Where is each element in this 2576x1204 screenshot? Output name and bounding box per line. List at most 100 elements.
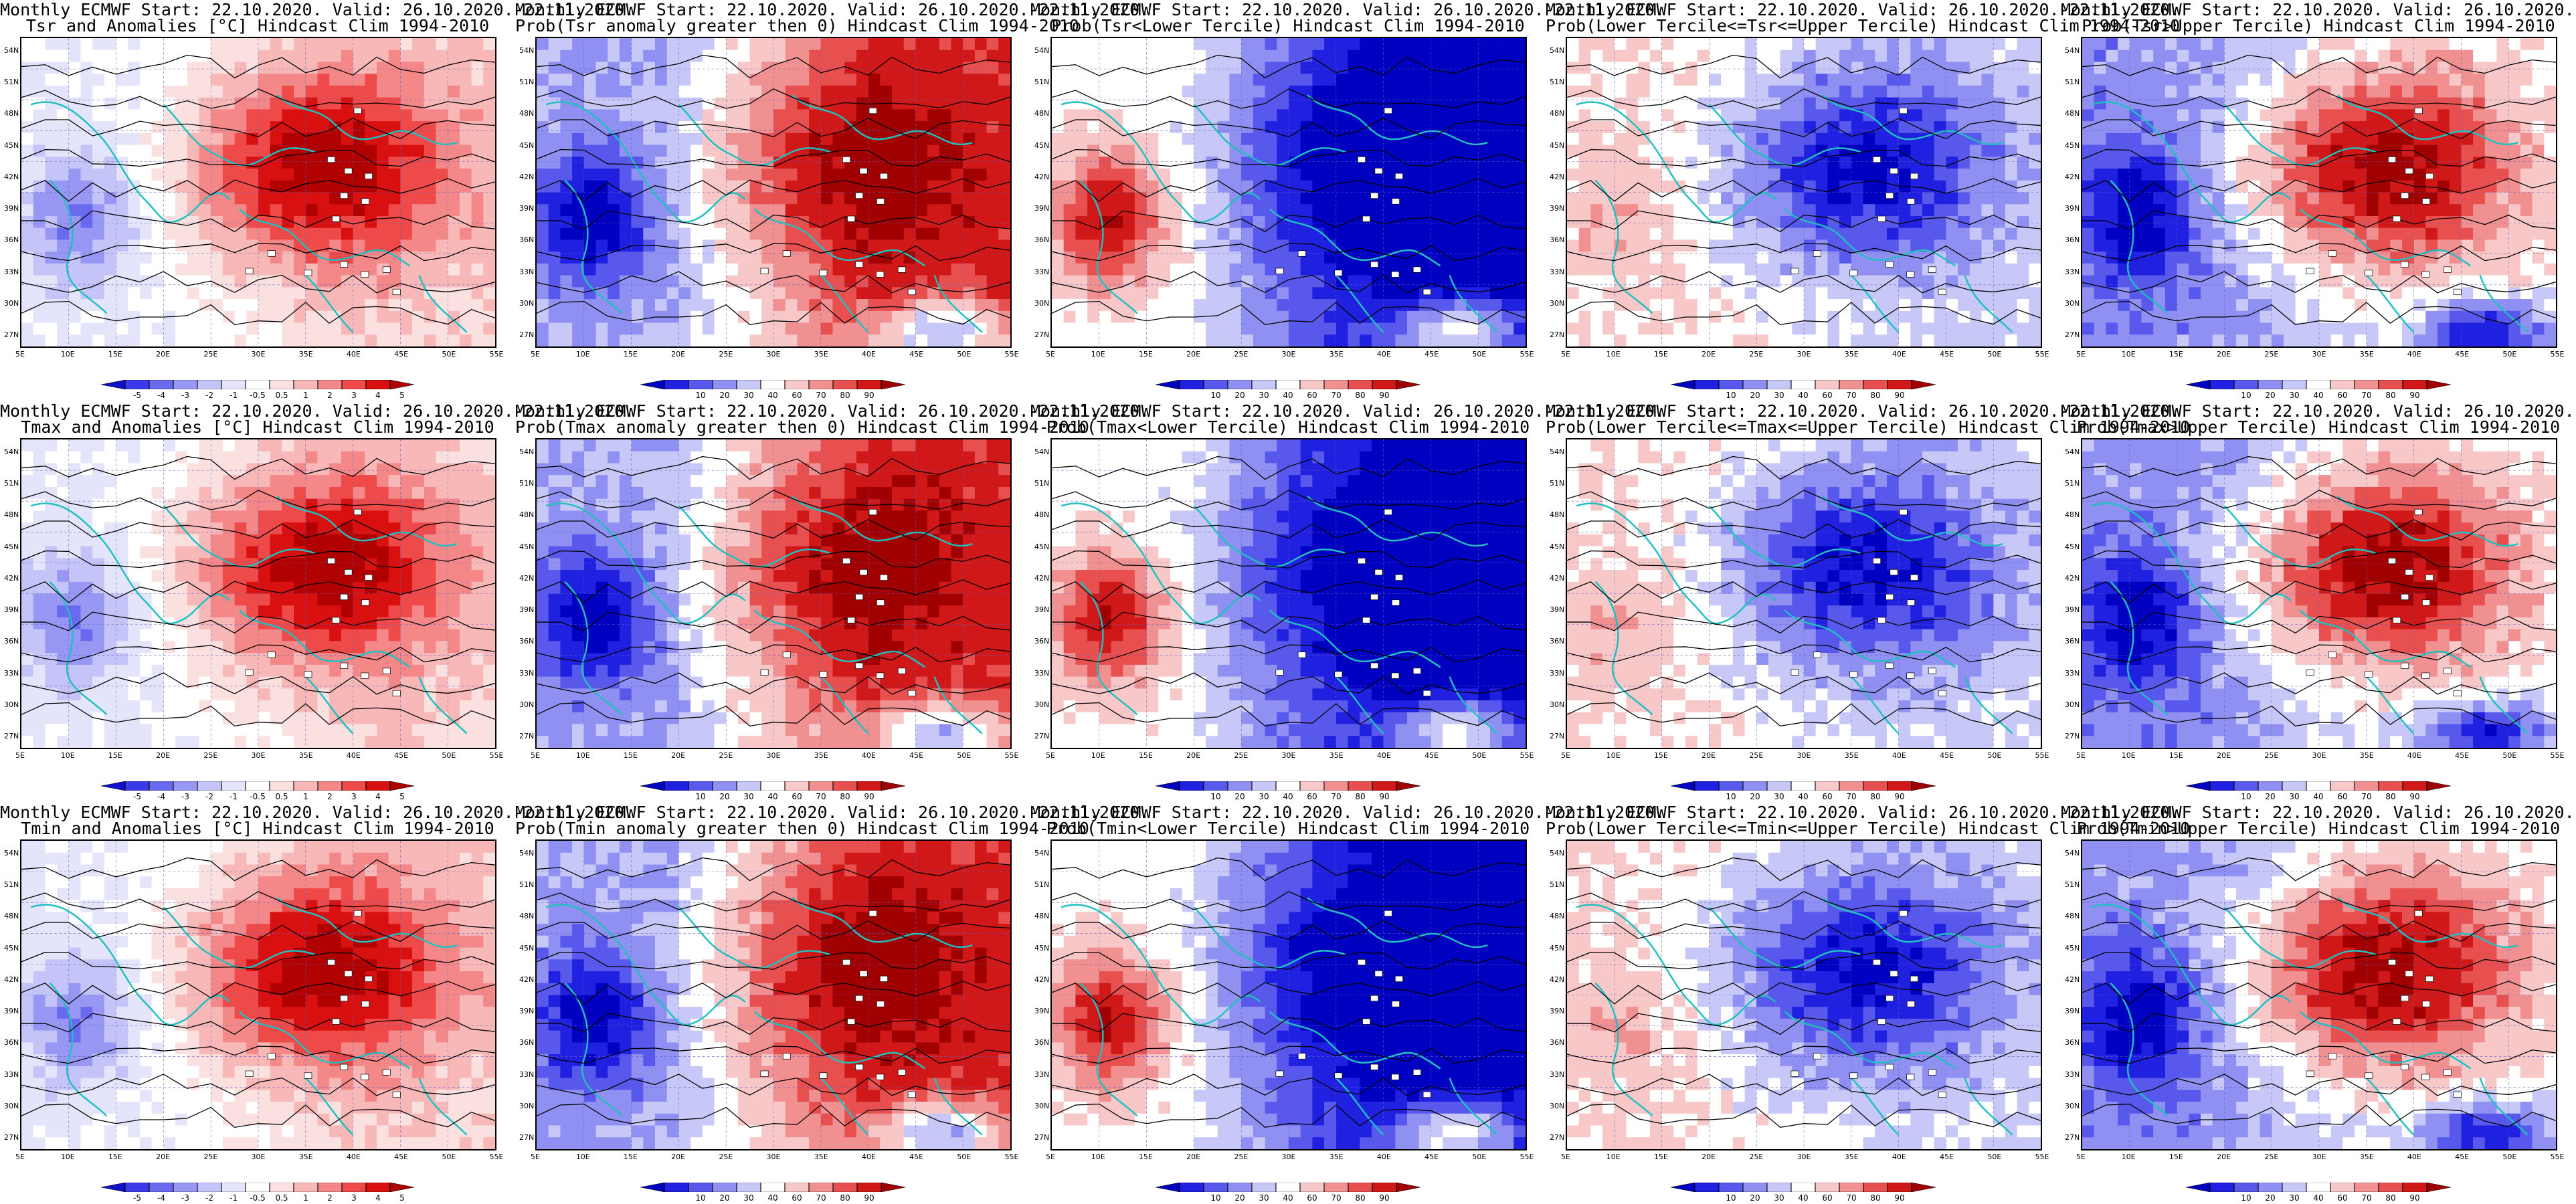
field-cell bbox=[1348, 74, 1360, 86]
field-cell bbox=[666, 180, 679, 193]
field-cell bbox=[2508, 38, 2521, 51]
field-cell bbox=[234, 38, 247, 51]
field-cell bbox=[1898, 239, 1911, 252]
field-cell bbox=[1418, 38, 1431, 51]
field-cell bbox=[666, 334, 679, 346]
colorbar-label: 80 bbox=[1870, 391, 1881, 400]
field-cell bbox=[329, 275, 342, 288]
field-cell bbox=[1265, 169, 1277, 181]
field-cell bbox=[1383, 275, 1396, 288]
field-cell bbox=[2177, 85, 2189, 98]
field-cell bbox=[1099, 121, 1111, 134]
field-cell bbox=[737, 239, 750, 252]
field-cell bbox=[1744, 85, 1757, 98]
field-cell bbox=[246, 121, 259, 134]
colorbar-label: 2 bbox=[327, 391, 333, 400]
field-cell bbox=[1146, 85, 1159, 98]
field-cell bbox=[448, 287, 460, 300]
field-cell bbox=[1697, 239, 1710, 252]
field-cell bbox=[2165, 97, 2177, 110]
contour-line bbox=[1052, 243, 1526, 262]
field-cell bbox=[1407, 227, 1420, 240]
field-cell bbox=[1265, 144, 1277, 157]
field-cell bbox=[951, 334, 963, 346]
station-marker bbox=[1910, 173, 1918, 179]
field-cell bbox=[608, 169, 620, 181]
field-cell bbox=[377, 180, 389, 193]
field-cell bbox=[1673, 322, 1686, 335]
field-cell bbox=[1638, 85, 1651, 98]
field-cell bbox=[1958, 287, 1970, 300]
field-cell bbox=[353, 157, 365, 169]
field-cell bbox=[1993, 299, 2006, 312]
lat-tick-label: 33N bbox=[519, 267, 535, 276]
field-cell bbox=[1158, 334, 1171, 346]
field-cell bbox=[377, 38, 389, 51]
field-cell bbox=[868, 299, 881, 312]
colorbar-swatch bbox=[245, 380, 270, 389]
field-cell bbox=[1170, 192, 1183, 205]
field-cell bbox=[1697, 334, 1710, 346]
field-cell bbox=[1638, 109, 1651, 122]
field-cell bbox=[294, 227, 306, 240]
field-cell bbox=[400, 334, 413, 346]
field-cell bbox=[1383, 85, 1396, 98]
field-cell bbox=[2189, 62, 2201, 74]
field-cell bbox=[163, 287, 176, 300]
field-cell bbox=[714, 132, 727, 145]
field-cell bbox=[2029, 49, 2041, 62]
lon-tick-label: 35E bbox=[814, 350, 828, 359]
field-cell bbox=[2017, 62, 2029, 74]
field-cell bbox=[1087, 132, 1100, 145]
field-cell bbox=[631, 62, 644, 74]
field-cell bbox=[998, 275, 1010, 288]
field-cell bbox=[104, 62, 116, 74]
field-cell bbox=[21, 215, 34, 229]
field-cell bbox=[666, 121, 679, 134]
field-cell bbox=[2005, 85, 2017, 98]
field-cell bbox=[631, 97, 644, 110]
field-cell bbox=[294, 132, 306, 145]
field-cell bbox=[175, 310, 188, 323]
field-cell bbox=[1697, 299, 1710, 312]
field-cell bbox=[548, 252, 561, 264]
field-cell bbox=[998, 109, 1010, 122]
field-cell bbox=[820, 310, 833, 323]
field-cell bbox=[643, 192, 656, 205]
field-cell bbox=[1792, 85, 1805, 98]
field-cell bbox=[1756, 109, 1769, 122]
field-cell bbox=[1910, 299, 1923, 312]
field-cell bbox=[1087, 169, 1100, 181]
field-cell bbox=[832, 310, 845, 323]
field-cell bbox=[1649, 157, 1662, 169]
field-cell bbox=[1478, 252, 1491, 264]
field-cell bbox=[2413, 38, 2426, 51]
field-cell bbox=[436, 74, 448, 86]
field-cell bbox=[448, 310, 460, 323]
field-cell bbox=[2378, 74, 2391, 86]
field-cell bbox=[560, 239, 573, 252]
field-cell bbox=[1898, 169, 1911, 181]
field-cell bbox=[151, 252, 164, 264]
field-cell bbox=[1685, 334, 1698, 346]
field-cell bbox=[1312, 85, 1325, 98]
field-cell bbox=[963, 287, 976, 300]
field-cell bbox=[1454, 310, 1467, 323]
field-cell bbox=[903, 215, 916, 229]
field-cell bbox=[246, 85, 259, 98]
field-cell bbox=[619, 169, 632, 181]
field-cell bbox=[57, 299, 70, 312]
field-cell bbox=[1501, 85, 1514, 98]
lon-tick-label: 30E bbox=[1797, 350, 1811, 359]
station-marker bbox=[1370, 261, 1379, 268]
field-cell bbox=[1578, 109, 1591, 122]
field-cell bbox=[471, 97, 484, 110]
field-cell bbox=[1626, 109, 1639, 122]
field-cell bbox=[1602, 215, 1615, 229]
field-cell bbox=[1602, 334, 1615, 346]
field-cell bbox=[1934, 85, 1946, 98]
station-marker bbox=[855, 261, 864, 268]
field-cell bbox=[1063, 132, 1076, 145]
field-cell bbox=[199, 299, 211, 312]
field-cell bbox=[1602, 121, 1615, 134]
